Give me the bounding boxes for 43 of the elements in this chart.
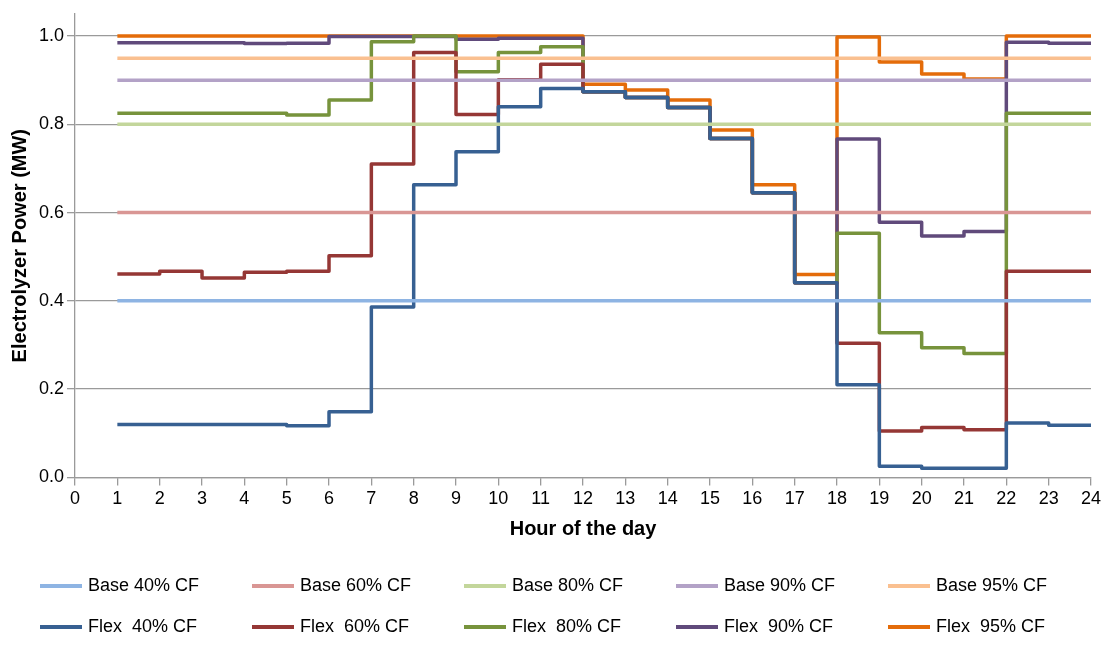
x-tick-label: 3	[197, 488, 208, 509]
x-tick-label: 16	[742, 488, 763, 509]
x-tick-label: 0	[70, 488, 81, 509]
x-tick-label: 7	[366, 488, 377, 509]
legend-label: Flex 95% CF	[936, 616, 1046, 637]
x-tick-label: 21	[953, 488, 975, 509]
y-tick-label: 0.0	[38, 466, 65, 487]
x-tick-label: 19	[869, 488, 890, 509]
y-tick-label: 0.2	[38, 378, 65, 399]
legend-label: Flex 90% CF	[724, 616, 834, 637]
y-tick-label: 0.4	[38, 289, 65, 310]
x-tick-label: 18	[826, 488, 848, 509]
x-tick-label: 9	[451, 488, 462, 509]
x-tick-label: 10	[488, 488, 509, 509]
y-tick-label: 1.0	[38, 25, 65, 46]
y-axis-title: Electrolyzer Power (MW)	[7, 129, 30, 363]
x-tick-label: 8	[408, 488, 419, 509]
legend-label: Base 60% CF	[300, 575, 412, 596]
legend-label: Base 80% CF	[512, 575, 624, 596]
y-tick-label: 0.8	[38, 113, 65, 134]
y-tick-label: 0.6	[38, 201, 65, 222]
x-tick-label: 15	[699, 488, 721, 509]
x-tick-label: 13	[615, 488, 636, 509]
legend-label: Flex 80% CF	[512, 616, 622, 637]
legend-label: Base 95% CF	[936, 575, 1048, 596]
x-tick-label: 5	[281, 488, 292, 509]
x-tick-label: 17	[784, 488, 805, 509]
x-tick-label: 12	[573, 488, 594, 509]
x-tick-label: 22	[996, 488, 1017, 509]
x-tick-label: 23	[1038, 488, 1059, 509]
legend-label: Flex 40% CF	[88, 616, 198, 637]
x-axis-title: Hour of the day	[509, 516, 658, 539]
x-tick-label: 6	[324, 488, 335, 509]
x-tick-label: 4	[239, 488, 250, 509]
x-tick-label: 2	[154, 488, 165, 509]
legend-label: Base 40% CF	[88, 575, 200, 596]
x-tick-label: 14	[657, 488, 678, 509]
x-tick-label: 11	[531, 488, 551, 509]
x-tick-label: 1	[112, 488, 123, 509]
x-tick-label: 24	[1080, 488, 1102, 509]
legend-label: Base 90% CF	[724, 575, 836, 596]
legend-label: Flex 60% CF	[300, 616, 410, 637]
x-tick-label: 20	[911, 488, 932, 509]
